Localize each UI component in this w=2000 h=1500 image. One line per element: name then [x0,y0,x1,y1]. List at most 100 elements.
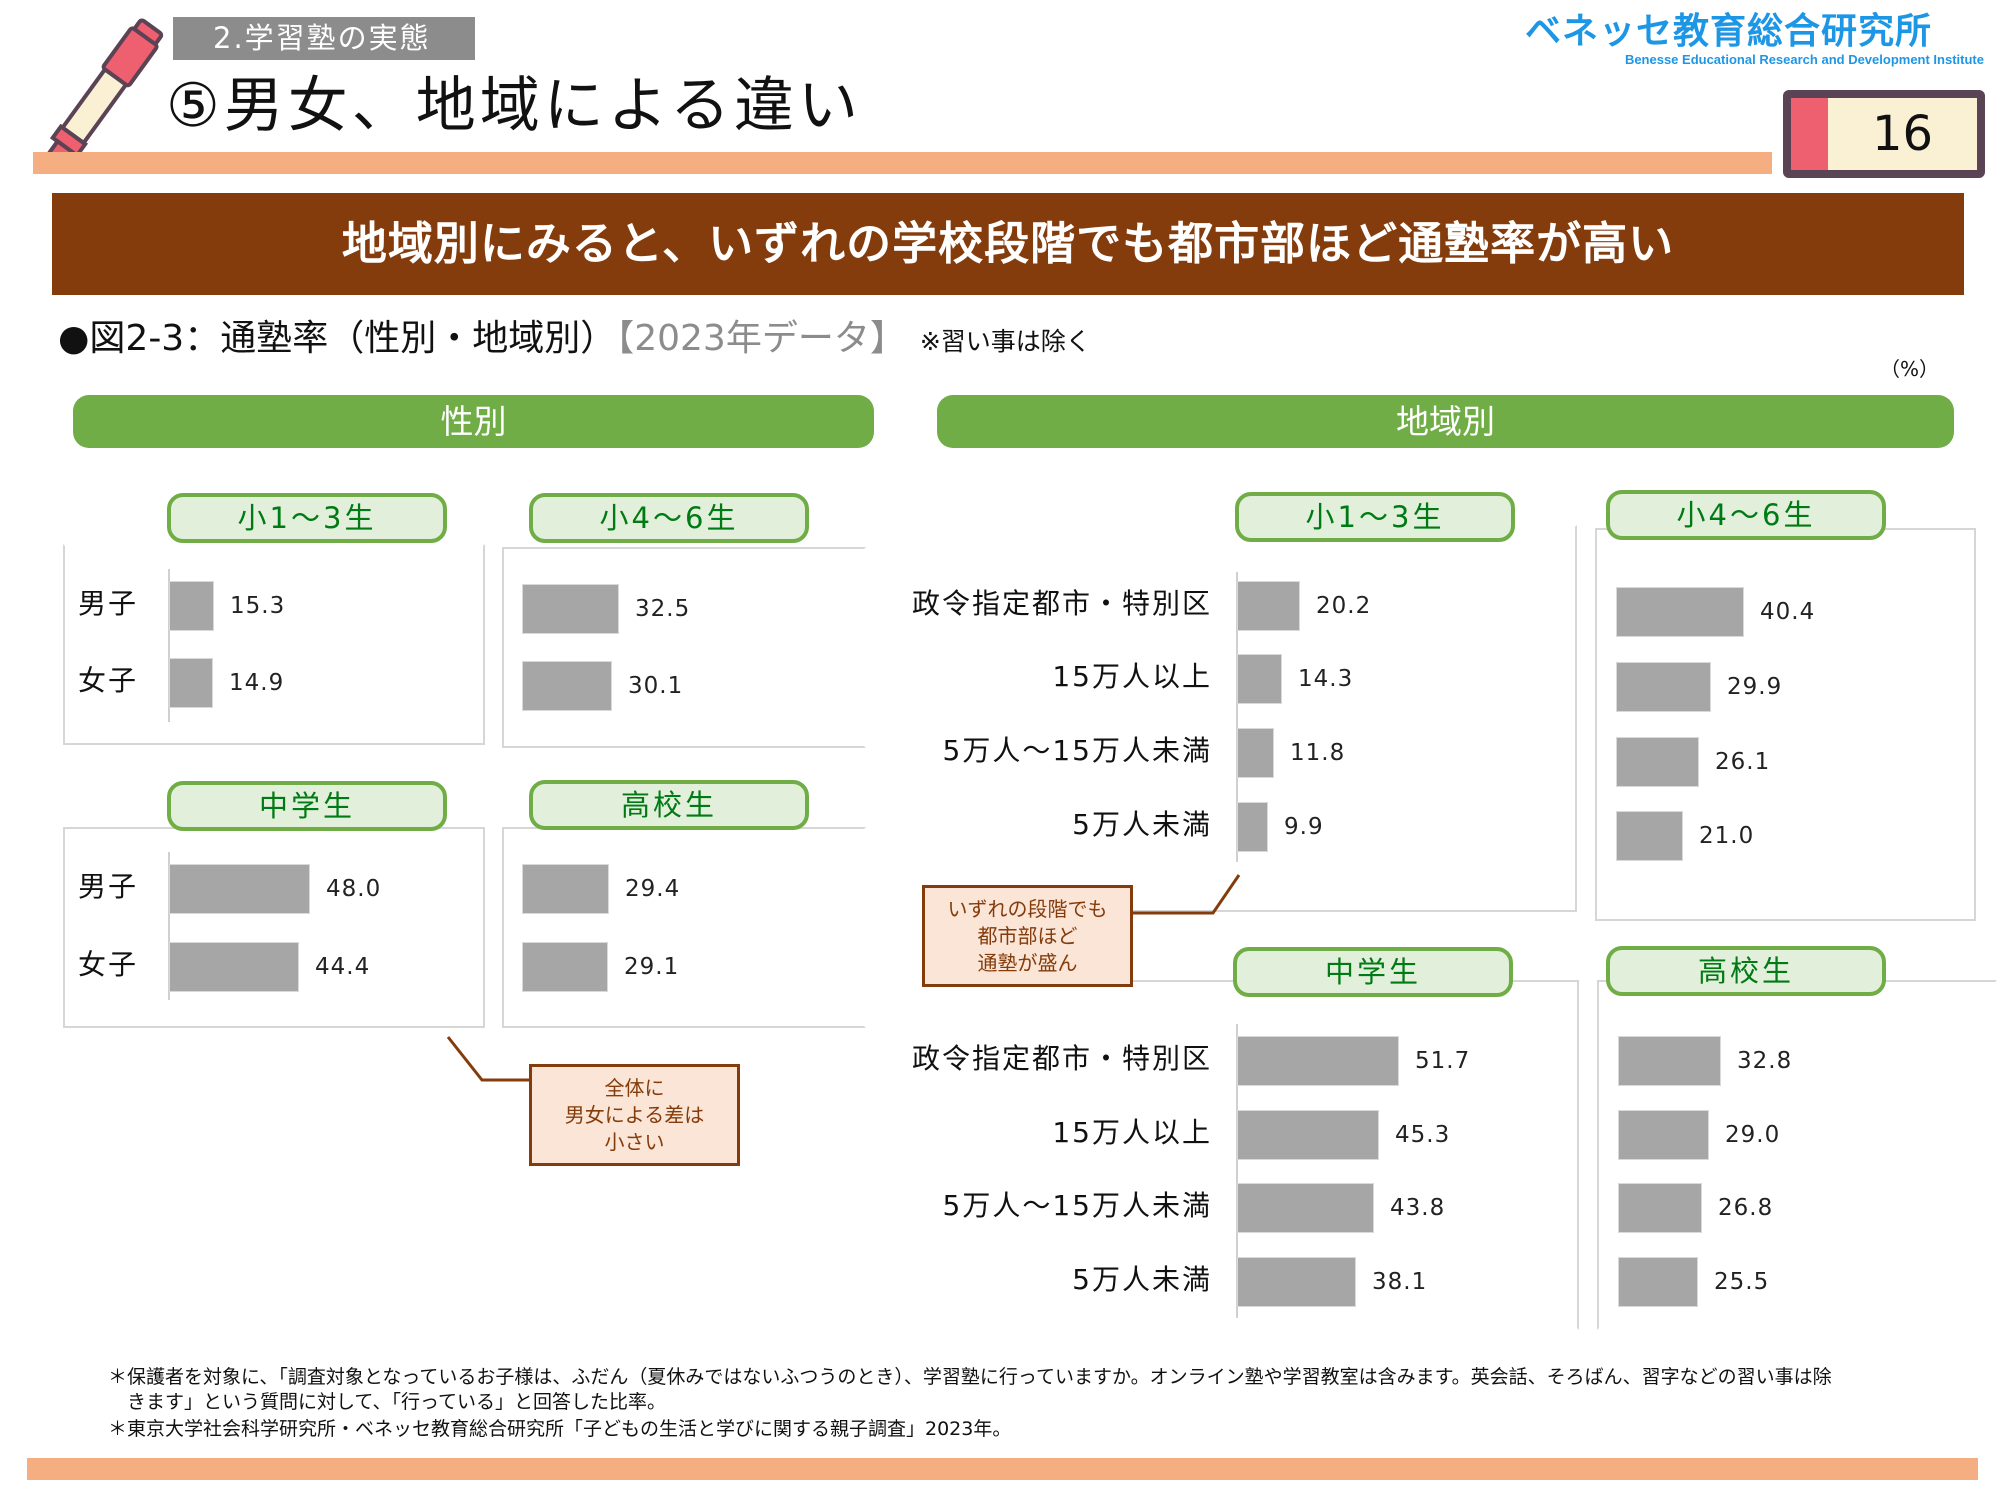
data-label: 29.1 [624,954,680,980]
section-header-gender: 性別 [73,395,874,448]
chart-panel-gender-3 [502,827,866,1028]
data-label: 15.3 [230,593,286,619]
category-label: 5万人未満 [1072,1263,1212,1296]
footer-strip [27,1458,1978,1480]
chart-axis-line [1236,572,1238,862]
callout-gender-line: 全体に [604,1075,665,1100]
figure-year: 【2023年データ】 [616,318,906,359]
chart-panel-gender-2 [63,827,485,1028]
chart-bar [1618,1110,1709,1160]
chart-axis-line [168,852,170,1000]
data-label: 45.3 [1395,1122,1451,1148]
page-number-accent [1791,98,1828,170]
data-label: 30.1 [628,673,684,699]
category-label: 女子 [78,664,139,697]
panel-title: 中学生 [167,781,447,831]
chart-bar [1616,737,1699,787]
footnote-3: ＊東京大学社会科学研究所・ベネッセ教育総合研究所「子どもの生活と学びに関する親子… [108,1418,1012,1440]
data-label: 26.1 [1715,749,1771,775]
chart-bar [1618,1036,1721,1086]
figure-title-text: ●図2-3：通塾率（性別・地域別） [58,318,617,359]
data-label: 29.4 [625,876,681,902]
chart-bar [169,942,299,992]
category-label: 女子 [78,948,139,981]
chart-panel-gender-1 [502,547,866,748]
chart-bar [1237,1110,1379,1160]
category-label: 5万人未満 [1072,808,1212,841]
headline-banner: 地域別にみると、いずれの学校段階でも都市部ほど通塾率が高い [52,193,1964,295]
callout-region-line: 都市部ほど [977,923,1078,948]
title-underline-strip [33,152,1772,174]
chart-panel-gender-0 [63,544,485,745]
chart-bar [522,864,609,914]
panel-title: 小4～6生 [1606,490,1886,540]
section-tag: 2.学習塾の実態 [173,17,475,60]
chart-bar [1237,1183,1374,1233]
chart-bar [1618,1183,1702,1233]
chart-bar [1618,1257,1698,1307]
data-label: 51.7 [1415,1048,1471,1074]
data-label: 48.0 [326,876,382,902]
chart-axis-line [1236,1024,1238,1318]
panel-title: 中学生 [1233,947,1513,997]
callout-gender: 全体に 男女による差は 小さい [529,1064,740,1166]
callout-region-line: いずれの段階でも [947,896,1108,921]
page-number: 16 [1871,106,1934,162]
unit-label: （%） [1880,357,1940,381]
callout-gender-line: 小さい [604,1129,665,1154]
data-label: 38.1 [1372,1269,1428,1295]
chart-bar [1616,811,1683,861]
chart-bar [522,584,619,634]
figure-title: ●図2-3：通塾率（性別・地域別）【2023年データ】 ※習い事は除く [58,314,1091,367]
chart-bar [1237,581,1300,631]
footnote-1: ＊保護者を対象に、「調査対象となっているお子様は、ふだん（夏休みではないふつうの… [108,1366,1832,1388]
page-number-box: 16 [1783,90,1985,178]
chart-bar [1237,802,1268,852]
callout-region-line: 通塾が盛ん [977,950,1078,975]
category-label: 5万人～15万人未満 [942,1189,1212,1222]
data-label: 43.8 [1390,1195,1446,1221]
data-label: 29.9 [1727,674,1783,700]
chart-axis-line [168,569,170,722]
data-label: 32.5 [635,596,691,622]
data-label: 11.8 [1290,740,1346,766]
panel-title: 高校生 [1606,946,1886,996]
chart-bar [1237,1257,1356,1307]
callout-gender-connector [446,1036,529,1082]
category-label: 男子 [78,870,139,903]
category-label: 5万人～15万人未満 [942,734,1212,767]
data-label: 14.3 [1298,666,1354,692]
data-label: 40.4 [1760,599,1816,625]
panel-title: 小1～3生 [167,493,447,543]
page-title: ⑤男女、地域による違い [166,71,862,141]
section-header-region: 地域別 [937,395,1954,448]
callout-gender-line: 男女による差は [564,1102,705,1127]
logo-english: Benesse Educational Research and Develop… [1624,52,1984,67]
callout-region: いずれの段階でも 都市部ほど 通塾が盛ん [922,885,1133,987]
logo-japanese: ベネッセ教育総合研究所 [1524,11,1932,52]
chart-bar [169,658,213,708]
data-label: 25.5 [1714,1269,1770,1295]
chart-bar [169,864,310,914]
data-label: 44.4 [315,954,371,980]
data-label: 29.0 [1725,1122,1781,1148]
category-label: 政令指定都市・特別区 [912,587,1213,620]
page-number-background [1828,98,1977,170]
data-label: 9.9 [1284,814,1324,840]
chart-bar [1237,1036,1399,1086]
logo: ベネッセ教育総合研究所 Benesse Educational Research… [1525,12,1992,68]
chart-bar [1616,662,1711,712]
category-label: 15万人以上 [1052,1116,1212,1149]
data-label: 32.8 [1737,1048,1793,1074]
data-label: 14.9 [229,670,285,696]
panel-title: 高校生 [529,780,809,830]
chart-bar [522,942,608,992]
data-label: 26.8 [1718,1195,1774,1221]
category-label: 政令指定都市・特別区 [912,1042,1213,1075]
chart-bar [169,581,214,631]
data-label: 20.2 [1316,593,1372,619]
chart-bar [1237,728,1274,778]
panel-title: 小1～3生 [1235,492,1515,542]
chart-bar [522,661,612,711]
panel-title: 小4～6生 [529,493,809,543]
